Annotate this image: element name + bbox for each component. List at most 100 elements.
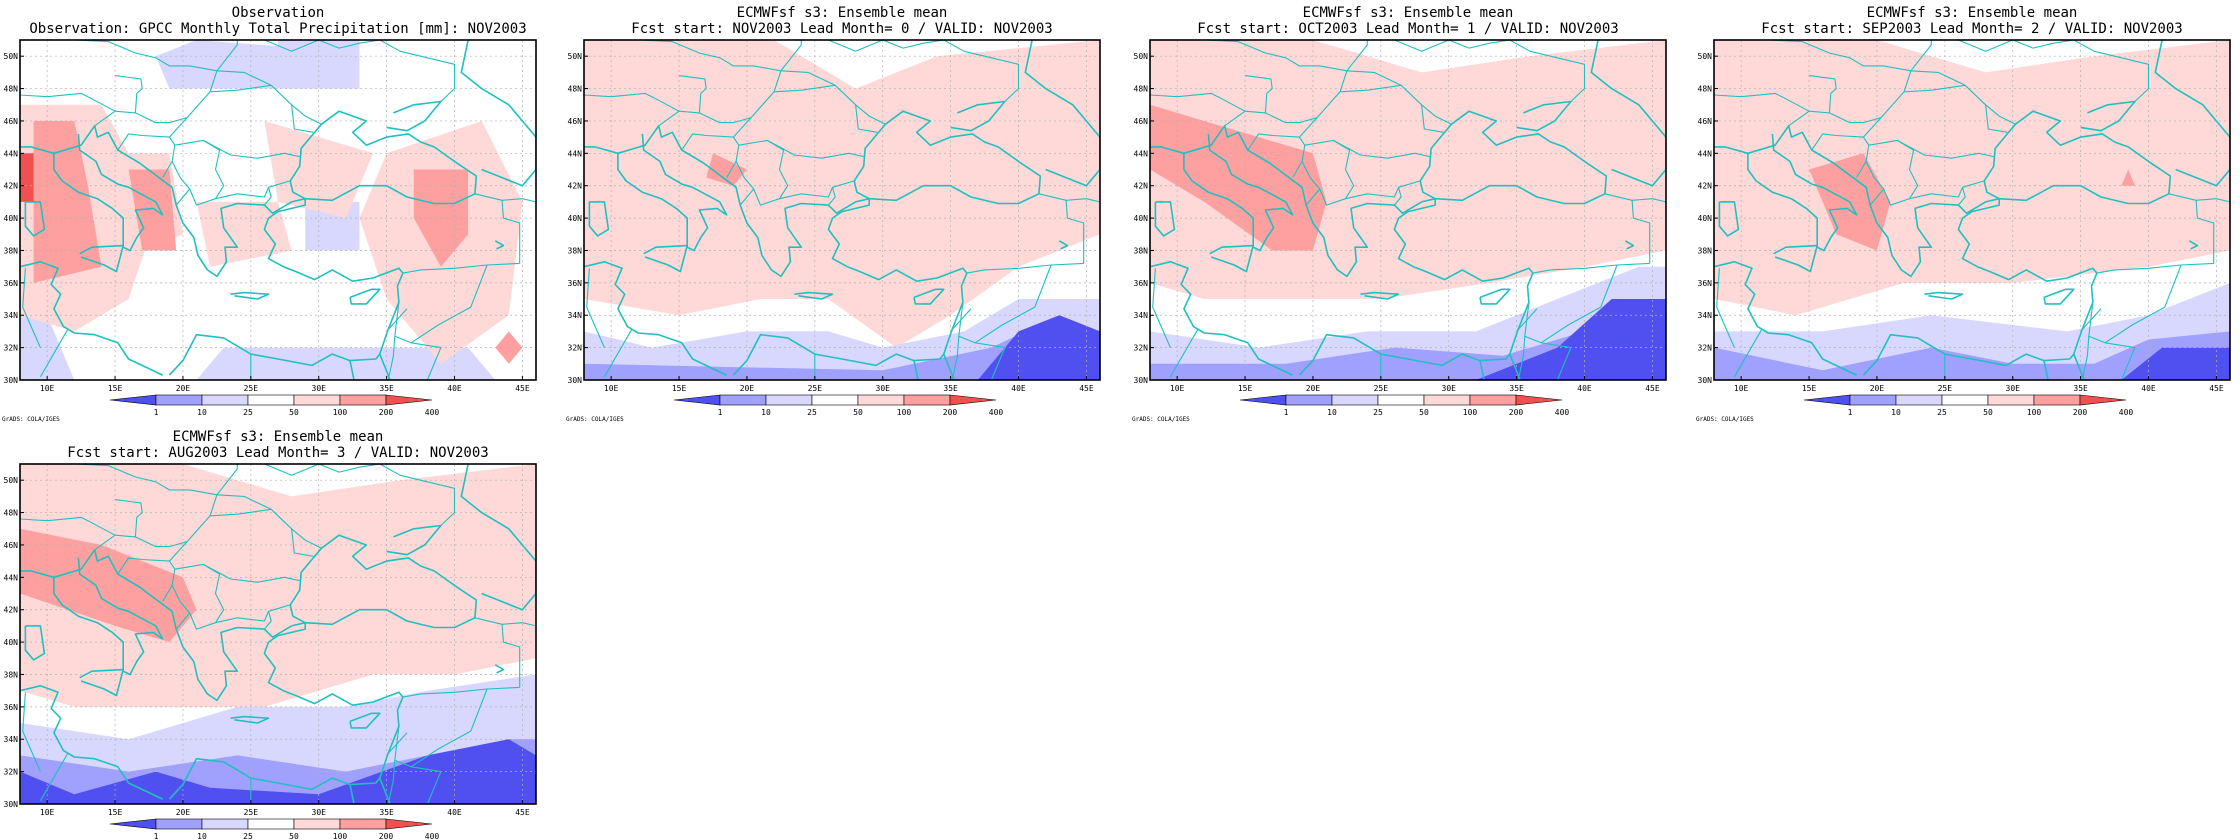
coastline — [460, 464, 536, 611]
x-tick-label: 45E — [1645, 384, 1660, 393]
colorbar-label: 400 — [989, 408, 1004, 417]
country-border — [1305, 188, 1321, 206]
y-tick-label: 32N — [1134, 344, 1149, 353]
colorbar-label: 10 — [1327, 408, 1337, 417]
coastline — [494, 240, 505, 250]
y-tick-label: 36N — [1134, 279, 1149, 288]
coastline — [950, 100, 1006, 132]
precip-contour-mred — [33, 121, 102, 283]
country-border — [584, 84, 878, 133]
panel-title: ECMWFsf s3: Ensemble mean — [1867, 5, 2078, 21]
country-border — [1809, 75, 1837, 113]
country-border — [318, 464, 456, 526]
country-border — [74, 464, 238, 496]
country-border — [501, 200, 521, 264]
country-border — [387, 308, 408, 331]
coastline — [1479, 360, 1485, 380]
coastline — [1862, 198, 2098, 376]
colorbar-swatch — [339, 394, 387, 406]
country-border — [2195, 200, 2215, 264]
colorbar-label: 25 — [243, 408, 253, 417]
country-border — [203, 563, 300, 583]
colorbar-swatch — [1423, 394, 1471, 406]
colorbar-swatch — [201, 818, 249, 830]
colorbar-swatch — [811, 394, 859, 406]
y-tick-label: 46N — [1698, 117, 1713, 126]
grads-credit: GrADS: COLA/IGES — [1696, 416, 1754, 423]
x-tick-label: 15E — [672, 384, 687, 393]
colorbar-label: 400 — [2119, 408, 2134, 417]
x-tick-label: 35E — [379, 384, 394, 393]
country-border — [2081, 308, 2102, 331]
country-border — [658, 110, 680, 127]
colorbar-swatch — [385, 394, 433, 406]
y-tick-label: 36N — [4, 279, 19, 288]
x-tick-label: 25E — [1374, 384, 1389, 393]
coastline — [24, 201, 46, 237]
colorbar-swatch — [1285, 394, 1333, 406]
precip-field — [1714, 40, 2230, 380]
x-tick-label: 35E — [943, 384, 958, 393]
colorbar-swatch — [857, 394, 905, 406]
y-tick-label: 34N — [1698, 311, 1713, 320]
coastline — [1058, 240, 1069, 250]
country-border — [263, 611, 272, 630]
country-border — [411, 766, 442, 804]
country-border — [1788, 110, 1810, 127]
x-tick-label: 20E — [740, 384, 755, 393]
y-tick-label: 48N — [4, 85, 19, 94]
y-tick-label: 38N — [4, 670, 19, 679]
country-border — [1065, 200, 1085, 264]
country-border — [168, 541, 188, 562]
map-frame — [1149, 39, 1667, 381]
country-border — [1910, 70, 1966, 86]
country-border — [20, 84, 314, 133]
coastline — [584, 133, 728, 252]
precip-contour-dblue — [20, 739, 536, 804]
colorbar-label: 25 — [1937, 408, 1947, 417]
precip-contour-mred — [495, 331, 523, 364]
coastline — [584, 261, 727, 376]
colorbar-swatch — [2079, 394, 2127, 406]
precip-contour-dblue — [1475, 299, 1666, 380]
coastline — [53, 549, 476, 702]
country-border — [215, 180, 291, 200]
y-tick-label: 44N — [1698, 149, 1713, 158]
coastline — [1983, 110, 2172, 200]
coastline — [1150, 261, 1293, 376]
country-border — [215, 604, 291, 624]
x-tick-label: 15E — [108, 384, 123, 393]
colorbar-swatch — [949, 394, 997, 406]
y-tick-label: 34N — [4, 735, 19, 744]
coastline — [1479, 288, 1511, 305]
coastline — [1154, 201, 1176, 237]
colorbar-swatch — [385, 818, 433, 830]
colorbar-label: 200 — [379, 408, 394, 417]
country-border — [966, 262, 1084, 274]
coastline — [494, 664, 505, 674]
colorbar-swatch — [719, 394, 767, 406]
y-tick-label: 48N — [1698, 85, 1713, 94]
colorbar-swatch — [1515, 394, 1563, 406]
country-border — [1985, 104, 2016, 125]
country-border — [291, 104, 322, 125]
country-border — [22, 268, 41, 348]
x-tick-label: 10E — [40, 384, 55, 393]
colorbar-swatch — [109, 394, 157, 406]
country-border — [94, 110, 116, 127]
coastline — [1590, 40, 1666, 187]
colorbar-swatch — [293, 818, 341, 830]
country-border — [1152, 268, 1171, 348]
country-border — [1517, 308, 1538, 331]
colorbar-swatch — [155, 394, 203, 406]
colorbar-label: 25 — [807, 408, 817, 417]
country-border — [1897, 139, 1994, 159]
country-border — [115, 499, 143, 537]
colorbar-label: 200 — [1509, 408, 1524, 417]
x-tick-label: 20E — [1306, 384, 1321, 393]
colorbar-label: 50 — [1983, 408, 1993, 417]
coastline — [2043, 288, 2075, 305]
colorbar: 1 10 25 50 100 200 400 — [109, 818, 439, 840]
coastline — [20, 685, 163, 800]
y-tick-label: 50N — [4, 476, 19, 485]
